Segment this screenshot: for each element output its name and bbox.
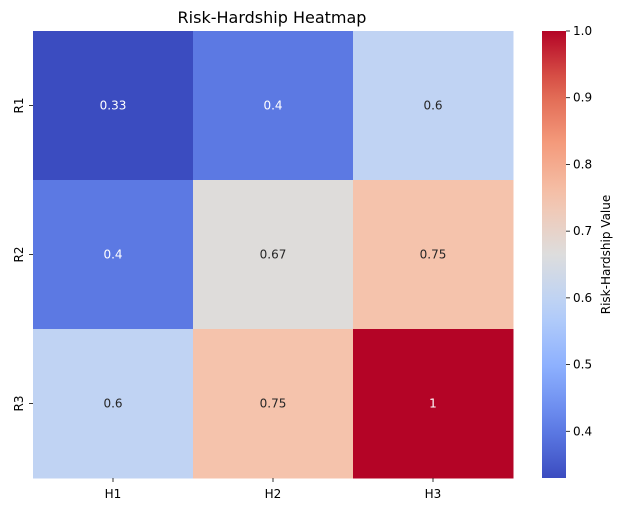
cell-value-label: 1 <box>429 397 437 411</box>
heatmap-cells: 0.33 0.4 0.6 0.4 0.67 0.75 0.6 0.75 1 <box>33 31 514 479</box>
y-axis: R1 R2 R3 <box>12 98 33 412</box>
x-tick-label: H2 <box>265 487 282 501</box>
cell-value-label: 0.4 <box>103 248 122 262</box>
x-tick-label: H3 <box>425 487 442 501</box>
heatmap-cell <box>33 180 194 330</box>
heatmap-cell <box>33 329 194 479</box>
cell-value-label: 0.33 <box>100 99 127 113</box>
heatmap-cell <box>193 31 354 181</box>
colorbar-tick-label: 1.0 <box>573 24 592 38</box>
colorbar-tick-label: 0.6 <box>573 291 592 305</box>
cell-value-label: 0.4 <box>263 99 282 113</box>
colorbar-ticks: 0.4 0.5 0.6 0.7 0.8 0.9 1.0 <box>566 24 592 438</box>
y-tick-label: R2 <box>12 247 26 263</box>
colorbar-tick-label: 0.9 <box>573 91 592 105</box>
cell-value-label: 0.67 <box>260 248 287 262</box>
x-tick-label: H1 <box>105 487 122 501</box>
heatmap-cell <box>193 180 354 330</box>
colorbar-gradient <box>542 31 566 478</box>
colorbar-tick-label: 0.5 <box>573 358 592 372</box>
x-axis: H1 H2 H3 <box>105 478 442 501</box>
cell-value-label: 0.6 <box>103 397 122 411</box>
y-tick-label: R3 <box>12 396 26 412</box>
colorbar-label: Risk-Hardship Value <box>599 195 613 315</box>
colorbar: 0.4 0.5 0.6 0.7 0.8 0.9 1.0 Risk-Hardship Valu… <box>542 24 613 478</box>
heatmap-cell <box>193 329 354 479</box>
colorbar-tick-label: 0.8 <box>573 157 592 171</box>
colorbar-tick-label: 0.4 <box>573 424 592 438</box>
heatmap-cell <box>353 31 514 181</box>
cell-value-label: 0.75 <box>420 248 447 262</box>
heatmap-cell <box>33 31 194 181</box>
cell-value-label: 0.6 <box>423 99 442 113</box>
y-tick-label: R1 <box>12 98 26 114</box>
heatmap-cell <box>353 329 514 479</box>
chart-title: Risk-Hardship Heatmap <box>178 8 367 27</box>
cell-value-label: 0.75 <box>260 397 287 411</box>
heatmap-cell <box>353 180 514 330</box>
colorbar-tick-label: 0.7 <box>573 224 592 238</box>
